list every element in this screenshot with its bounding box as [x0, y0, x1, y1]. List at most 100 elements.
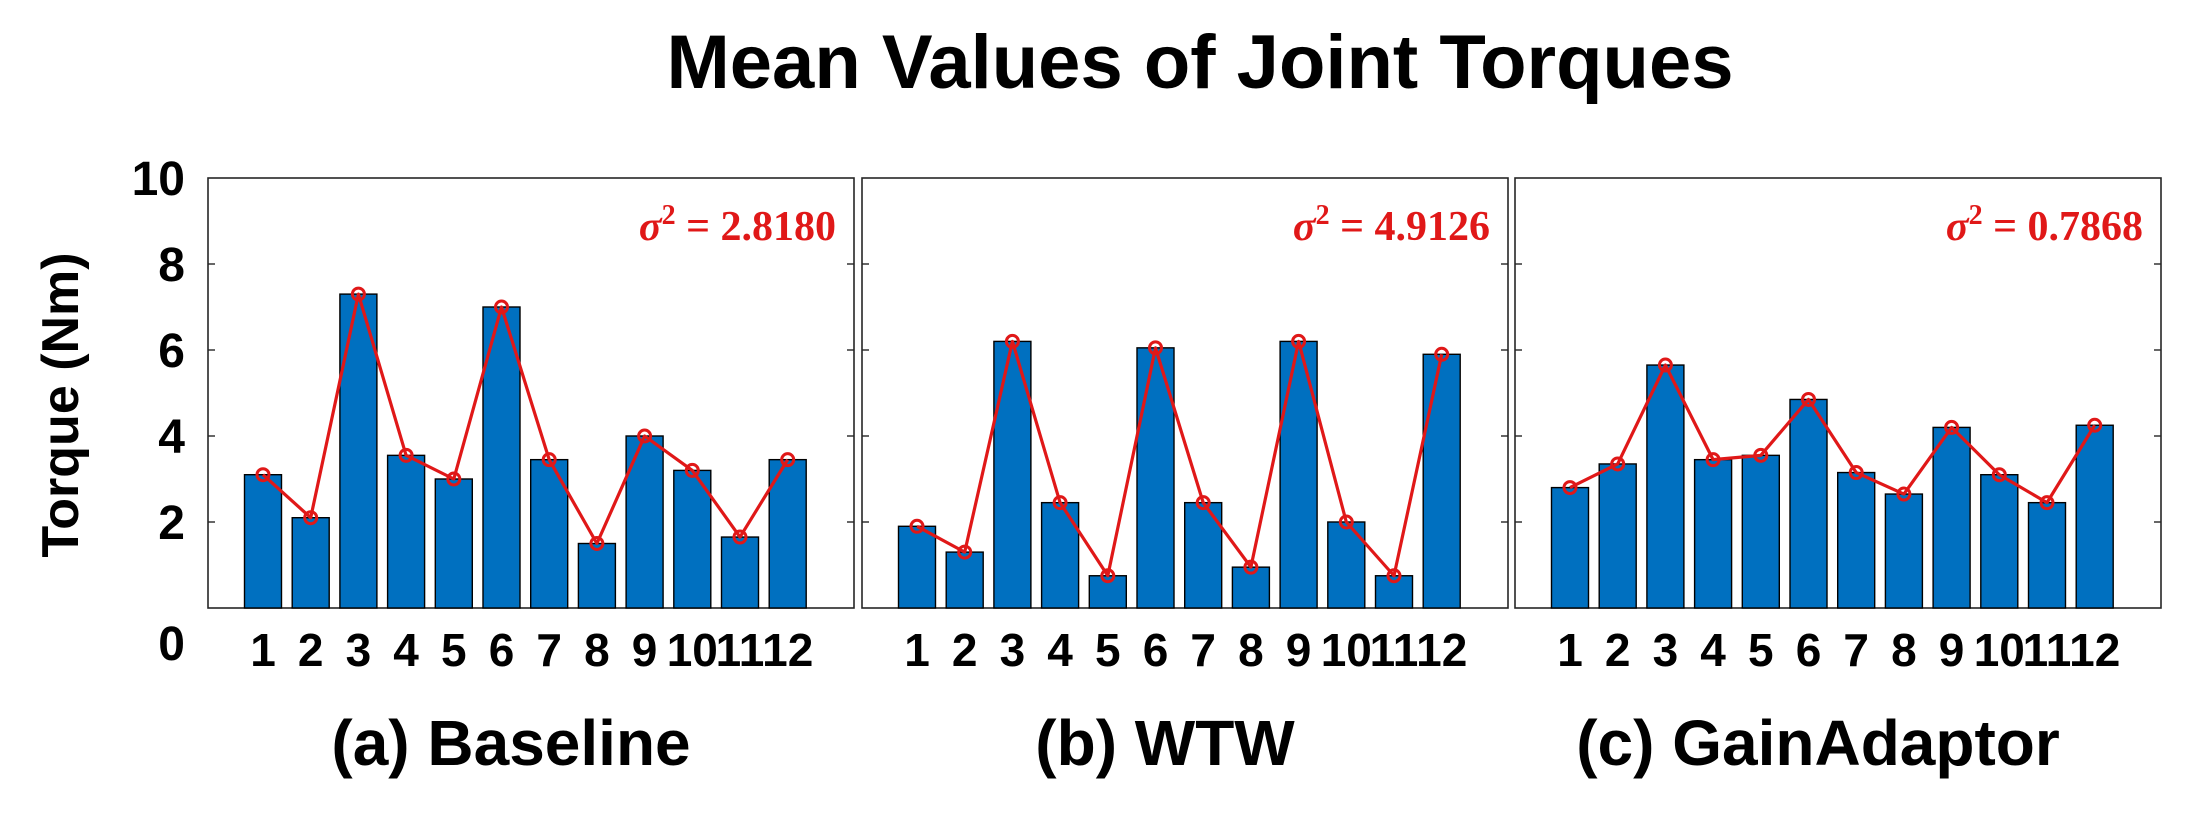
panel-caption: (b) WTW [1035, 707, 1295, 779]
line-point [303, 510, 319, 526]
y-tick-label: 4 [158, 411, 185, 464]
x-tick-label: 11 [716, 624, 765, 676]
x-tick-label: 10 [1974, 624, 2025, 676]
variance-annotation: σ2 = 2.8180 [639, 200, 836, 250]
bar [1327, 521, 1366, 609]
line-point [1801, 391, 1816, 407]
x-tick-label: 4 [1700, 624, 1726, 676]
line-point [2039, 495, 2055, 511]
x-tick-label: 8 [584, 624, 610, 676]
variance-exponent: 2 [1969, 200, 1983, 231]
variance-symbol: σ [639, 204, 663, 250]
panel-caption: (c) GainAdaptor [1576, 707, 2060, 779]
variance-exponent: 2 [662, 200, 676, 231]
line-point [1944, 419, 1960, 435]
line-point [1753, 447, 1769, 463]
variance-symbol: σ [1293, 204, 1317, 250]
x-tick-label: 8 [1238, 624, 1264, 676]
bar [291, 517, 330, 609]
line-point [1386, 568, 1402, 584]
x-tick-label: 7 [536, 624, 562, 676]
line-point [1338, 514, 1354, 530]
x-tick-label: 3 [346, 624, 372, 676]
variance-exponent: 2 [1316, 200, 1330, 231]
bar [1646, 364, 1685, 609]
x-tick-label: 3 [1000, 624, 1026, 676]
line-point [1004, 333, 1020, 349]
line-point [1896, 486, 1912, 502]
x-tick-label: 1 [250, 624, 276, 676]
x-tick-label: 6 [489, 624, 515, 676]
line-point [1848, 465, 1864, 481]
line-point [1291, 333, 1307, 349]
x-tick-label: 1 [1557, 624, 1583, 676]
line-point [1991, 467, 2007, 483]
bar [720, 536, 760, 609]
x-tick-label: 11 [1370, 624, 1419, 676]
series-line [261, 292, 790, 546]
series-line [916, 339, 1444, 578]
line-point [780, 452, 796, 468]
variance-symbol: σ [1946, 204, 1970, 250]
line-point [494, 299, 509, 315]
line-point [1434, 346, 1450, 362]
bar [434, 478, 473, 609]
line-point [1657, 357, 1673, 373]
bar [2027, 501, 2067, 609]
x-tick-label: 2 [952, 624, 978, 676]
bar [1980, 474, 2019, 609]
bar [1598, 463, 1637, 609]
line-point [1195, 495, 1211, 511]
variance-annotation: σ2 = 4.9126 [1293, 200, 1490, 250]
x-tick-label: 9 [1286, 624, 1312, 676]
x-tick-label: 6 [1796, 624, 1822, 676]
x-tick-label: 6 [1143, 624, 1169, 676]
bar [1741, 454, 1781, 609]
line-point [732, 529, 748, 545]
y-tick-label: 8 [158, 239, 185, 292]
line-point [350, 286, 366, 302]
x-tick-label: 3 [1653, 624, 1679, 676]
bar [1884, 493, 1924, 609]
x-tick-label: 9 [1939, 624, 1965, 676]
bar [1836, 471, 1876, 609]
y-tick-label: 10 [132, 153, 185, 206]
x-tick-label: 2 [298, 624, 324, 676]
x-tick-label: 12 [2069, 624, 2120, 676]
series-line [1569, 363, 2097, 505]
line-point [1243, 559, 1259, 575]
line-point [1052, 495, 1068, 511]
bar [1789, 398, 1828, 609]
bar [386, 454, 426, 609]
bar [1279, 340, 1318, 609]
x-tick-label: 5 [1095, 624, 1121, 676]
line-point [398, 447, 414, 463]
x-tick-label: 7 [1843, 624, 1869, 676]
bar [577, 542, 617, 609]
panel-caption: (a) Baseline [331, 707, 690, 779]
line-point [255, 467, 271, 483]
x-tick-label: 4 [1047, 624, 1073, 676]
figure-title: Mean Values of Joint Torques [666, 20, 1733, 105]
variance-value: = 0.7868 [1983, 204, 2143, 250]
x-tick-label: 11 [2023, 624, 2072, 676]
x-tick-label: 7 [1190, 624, 1216, 676]
bar [1932, 426, 1971, 609]
y-tick-label: 6 [158, 325, 185, 378]
x-tick-label: 12 [1416, 624, 1467, 676]
variance-value: = 4.9126 [1330, 204, 1490, 250]
line-point [541, 452, 557, 468]
line-point [589, 536, 605, 551]
bar [1693, 458, 1733, 609]
x-tick-label: 10 [667, 624, 718, 676]
y-axis-label: Torque (Nm) [32, 252, 90, 557]
x-tick-label: 5 [1748, 624, 1774, 676]
bar [945, 551, 984, 609]
line-point [1148, 340, 1163, 356]
line-point [909, 518, 925, 534]
line-point [637, 428, 653, 444]
